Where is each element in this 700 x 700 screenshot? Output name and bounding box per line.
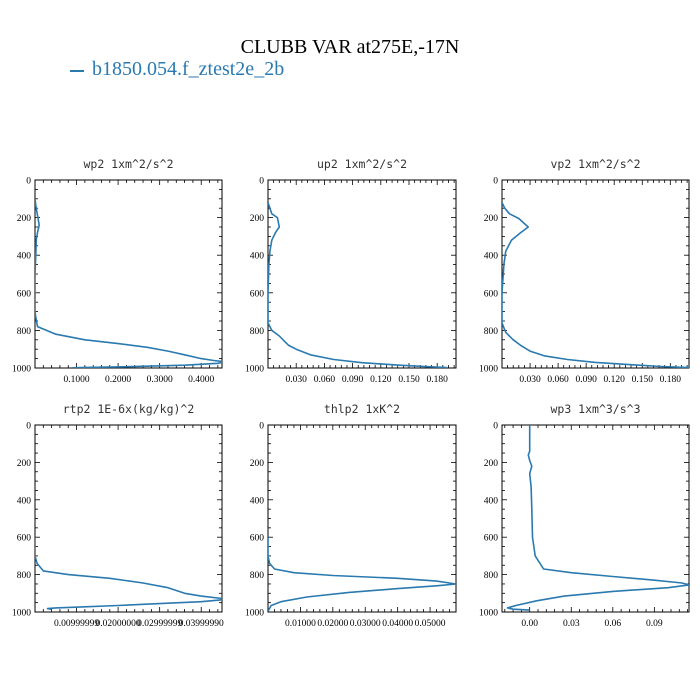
page-title: CLUBB VAR at275E,-17N <box>240 36 460 58</box>
x-tick-label: 0.150 <box>398 375 420 385</box>
series-line <box>268 537 456 612</box>
y-tick-label: 600 <box>17 534 32 544</box>
x-tick-label: 0.00999999 <box>54 619 99 629</box>
legend-label: b1850.054.f_ztest2e_2b <box>92 58 285 80</box>
y-tick-label: 200 <box>250 214 265 224</box>
y-tick-label: 600 <box>484 534 499 544</box>
panel-title: vp2 1xm^2/s^2 <box>550 157 640 171</box>
y-tick-label: 0 <box>259 177 264 187</box>
panel-4: rtp2 1E-6x(kg/kg)^2 0 200 400 600 800 1000 0.00… <box>12 402 224 629</box>
panel-frame <box>501 424 690 613</box>
y-tick-label: 400 <box>484 252 499 262</box>
x-tick-label: 0.09 <box>646 619 663 629</box>
y-tick-label: 600 <box>250 289 265 299</box>
legend: b1850.054.f_ztest2e_2b <box>70 58 284 81</box>
x-tick-label: 0.02000000 <box>96 619 141 629</box>
panel-title: thlp2 1xK^2 <box>324 402 400 416</box>
panel-6: wp3 1xm^3/s^3 0 200 400 600 800 1000 0.00 0.03 0.… <box>479 402 690 629</box>
series-line <box>502 202 689 368</box>
y-tick-label: 0 <box>26 422 31 432</box>
x-tick-label: 0.060 <box>547 375 569 385</box>
series-line <box>268 202 447 368</box>
panel-frame <box>34 179 223 369</box>
y-tick-label: 0 <box>26 177 31 187</box>
series-line <box>35 198 222 368</box>
x-tick-label: 0.2000 <box>105 375 131 385</box>
x-tick-label: 0.03 <box>563 619 580 629</box>
x-tick-label: 0.05000 <box>415 619 446 629</box>
y-tick-label: 200 <box>484 459 499 469</box>
x-tick-label: 0.120 <box>604 375 626 385</box>
y-tick-label: 0 <box>493 177 498 187</box>
y-tick-label: 800 <box>250 571 265 581</box>
panel-title: up2 1xm^2/s^2 <box>317 157 407 171</box>
x-tick-label: 0.01000 <box>285 619 316 629</box>
x-tick-label: 0.03999990 <box>179 619 224 629</box>
panel-title: rtp2 1E-6x(kg/kg)^2 <box>63 402 195 416</box>
y-tick-label: 400 <box>250 252 265 262</box>
x-tick-label: 0.090 <box>342 375 364 385</box>
series-line <box>506 425 689 611</box>
x-tick-label: 0.090 <box>575 375 597 385</box>
y-tick-label: 200 <box>250 459 265 469</box>
x-tick-label: 0.1000 <box>63 375 89 385</box>
x-tick-label: 0.06 <box>605 619 622 629</box>
x-tick-label: 0.02999999 <box>137 619 182 629</box>
x-tick-label: 0.4000 <box>188 375 214 385</box>
y-tick-label: 1000 <box>245 609 264 619</box>
y-tick-label: 200 <box>17 459 32 469</box>
y-tick-label: 400 <box>250 496 265 506</box>
y-tick-label: 800 <box>484 327 499 337</box>
x-tick-label: 0.3000 <box>147 375 173 385</box>
y-tick-label: 1000 <box>12 365 31 375</box>
x-tick-label: 0.030 <box>286 375 308 385</box>
panel-title: wp2 1xm^2/s^2 <box>83 157 173 171</box>
x-tick-label: 0.150 <box>632 375 654 385</box>
panel-5: thlp2 1xK^2 0 200 400 600 800 1000 0.01000 0.020… <box>245 402 457 629</box>
y-tick-label: 400 <box>484 496 499 506</box>
x-tick-label: 0.04000 <box>382 619 413 629</box>
y-tick-label: 1000 <box>479 609 498 619</box>
panel-title: wp3 1xm^3/s^3 <box>550 402 640 416</box>
panel-frame <box>34 424 223 613</box>
panel-frame <box>267 424 457 613</box>
y-tick-label: 0 <box>259 422 264 432</box>
y-tick-label: 200 <box>484 214 499 224</box>
y-tick-label: 200 <box>17 214 32 224</box>
series-line <box>35 537 222 611</box>
x-tick-label: 0.060 <box>314 375 336 385</box>
y-tick-label: 800 <box>17 571 32 581</box>
panel-frame <box>501 179 690 369</box>
x-tick-label: 0.00 <box>521 619 538 629</box>
x-tick-label: 0.030 <box>519 375 541 385</box>
y-tick-label: 600 <box>484 289 499 299</box>
x-tick-label: 0.180 <box>427 375 449 385</box>
y-tick-label: 1000 <box>245 365 264 375</box>
y-tick-label: 800 <box>484 571 499 581</box>
x-tick-label: 0.180 <box>660 375 682 385</box>
y-tick-label: 0 <box>493 422 498 432</box>
panel-1: wp2 1xm^2/s^2 0 200 400 600 800 1000 0.1000 0.20… <box>12 157 223 385</box>
y-tick-label: 600 <box>17 289 32 299</box>
y-tick-label: 400 <box>17 252 32 262</box>
x-tick-label: 0.03000 <box>350 619 381 629</box>
y-tick-label: 1000 <box>479 365 498 375</box>
y-tick-label: 400 <box>17 496 32 506</box>
panel-frame <box>267 179 457 369</box>
legend-line-icon <box>70 69 84 72</box>
panel-2: up2 1xm^2/s^2 0 200 400 600 800 1000 0.030 0.060… <box>245 157 457 385</box>
y-tick-label: 800 <box>250 327 265 337</box>
y-tick-label: 1000 <box>12 609 31 619</box>
y-tick-label: 600 <box>250 534 265 544</box>
y-tick-label: 800 <box>17 327 32 337</box>
panel-3: vp2 1xm^2/s^2 0 200 400 600 800 1000 0.030 0.060… <box>479 157 690 385</box>
x-tick-label: 0.02000 <box>317 619 348 629</box>
x-tick-label: 0.120 <box>370 375 392 385</box>
